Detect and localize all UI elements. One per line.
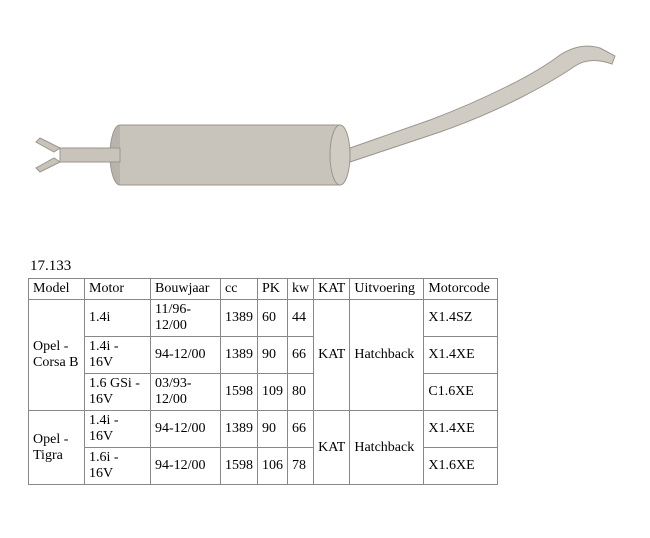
cell-motor: 1.4i - 16V [85,337,151,374]
table-row: Opel - Corsa B 1.4i 11/96-12/00 1389 60 … [29,300,498,337]
cell-kat: KAT [314,411,350,485]
cell-motorcode: X1.4XE [424,337,498,374]
cell-kw: 78 [288,448,314,485]
th-cc: cc [221,279,258,300]
cell-pk: 109 [258,374,288,411]
cell-pk: 90 [258,337,288,374]
cell-kw: 66 [288,411,314,448]
th-kw: kw [288,279,314,300]
th-pk: PK [258,279,288,300]
specification-table: Model Motor Bouwjaar cc PK kw KAT Uitvoe… [28,278,498,485]
th-motor: Motor [85,279,151,300]
cell-motor: 1.6 GSi - 16V [85,374,151,411]
th-motorcode: Motorcode [424,279,498,300]
cell-cc: 1389 [221,337,258,374]
table-row: 1.4i - 16V 94-12/00 1389 90 66 X1.4XE [29,337,498,374]
cell-kw: 44 [288,300,314,337]
cell-bouwjaar: 03/93-12/00 [151,374,221,411]
cell-motorcode: C1.6XE [424,374,498,411]
cell-cc: 1598 [221,448,258,485]
part-number: 17.133 [30,258,71,275]
cell-uitvoering: Hatchback [350,300,424,411]
cell-bouwjaar: 94-12/00 [151,448,221,485]
table-row: Opel - Tigra 1.4i - 16V 94-12/00 1389 90… [29,411,498,448]
th-kat: KAT [314,279,350,300]
table-header-row: Model Motor Bouwjaar cc PK kw KAT Uitvoe… [29,279,498,300]
cell-uitvoering: Hatchback [350,411,424,485]
cell-pk: 60 [258,300,288,337]
th-model: Model [29,279,85,300]
th-uitvoering: Uitvoering [350,279,424,300]
product-image-area [0,0,650,250]
cell-motorcode: X1.4XE [424,411,498,448]
cell-kw: 66 [288,337,314,374]
th-bouwjaar: Bouwjaar [151,279,221,300]
cell-bouwjaar: 94-12/00 [151,411,221,448]
cell-pk: 106 [258,448,288,485]
cell-motorcode: X1.6XE [424,448,498,485]
table-row: 1.6 GSi - 16V 03/93-12/00 1598 109 80 C1… [29,374,498,411]
cell-kw: 80 [288,374,314,411]
cell-model: Opel - Tigra [29,411,85,485]
cell-pk: 90 [258,411,288,448]
cell-bouwjaar: 94-12/00 [151,337,221,374]
cell-motor: 1.6i - 16V [85,448,151,485]
cell-kat: KAT [314,300,350,411]
cell-motorcode: X1.4SZ [424,300,498,337]
cell-cc: 1389 [221,300,258,337]
cell-cc: 1389 [221,411,258,448]
cell-model: Opel - Corsa B [29,300,85,411]
cell-motor: 1.4i - 16V [85,411,151,448]
cell-bouwjaar: 11/96-12/00 [151,300,221,337]
cell-motor: 1.4i [85,300,151,337]
exhaust-illustration [0,0,650,250]
specification-table-container: Model Motor Bouwjaar cc PK kw KAT Uitvoe… [28,278,498,485]
table-row: 1.6i - 16V 94-12/00 1598 106 78 X1.6XE [29,448,498,485]
cell-cc: 1598 [221,374,258,411]
